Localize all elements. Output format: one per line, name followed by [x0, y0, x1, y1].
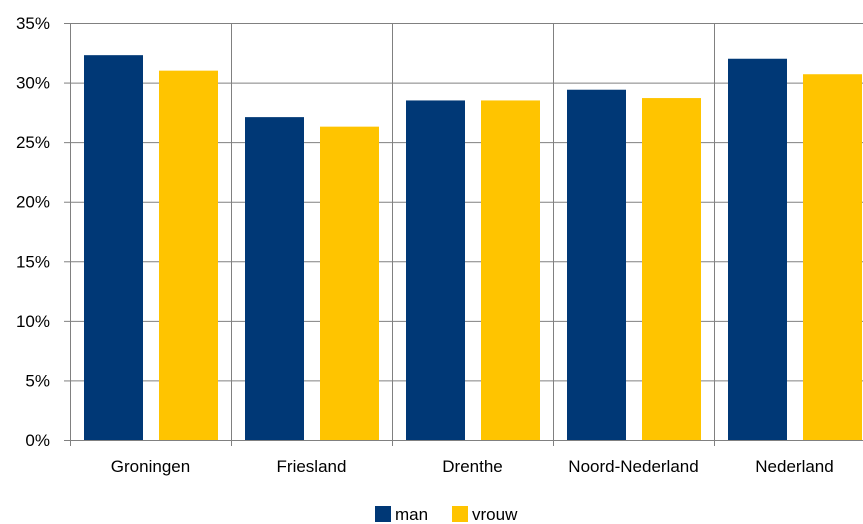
- x-tick-label: Friesland: [277, 457, 347, 476]
- y-tick-label: 35%: [16, 14, 50, 33]
- y-axis-tick-labels: 0% 5% 10% 15% 20% 25% 30% 35%: [16, 14, 50, 450]
- legend: man vrouw: [375, 505, 518, 524]
- y-tick-label: 15%: [16, 252, 50, 271]
- axes: [64, 23, 863, 446]
- bar-vrouw-Nederland: [803, 74, 862, 440]
- x-axis-tick-labels: Groningen Friesland Drenthe Noord-Nederland…: [111, 457, 834, 476]
- y-tick-label: 10%: [16, 312, 50, 331]
- y-tick-label: 0%: [25, 431, 50, 450]
- bars: [84, 55, 862, 441]
- legend-swatch-man: [375, 506, 391, 522]
- y-tick-label: 20%: [16, 193, 50, 212]
- y-tick-label: 30%: [16, 74, 50, 93]
- bar-man-Noord-Nederland: [567, 89, 626, 440]
- bar-man-Friesland: [245, 117, 304, 440]
- x-tick-label: Nederland: [755, 457, 833, 476]
- x-tick-label: Groningen: [111, 457, 190, 476]
- y-tick-label: 25%: [16, 133, 50, 152]
- x-tick-label: Noord-Nederland: [568, 457, 698, 476]
- bar-vrouw-Groningen: [159, 70, 218, 441]
- y-tick-label: 5%: [25, 371, 50, 390]
- legend-swatch-vrouw: [452, 506, 468, 522]
- legend-label-man: man: [395, 505, 428, 524]
- bar-man-Drenthe: [406, 100, 465, 440]
- bar-vrouw-Friesland: [320, 126, 379, 440]
- bar-man-Groningen: [84, 55, 143, 440]
- bar-man-Nederland: [728, 58, 787, 440]
- legend-label-vrouw: vrouw: [472, 505, 518, 524]
- x-tick-label: Drenthe: [442, 457, 502, 476]
- bar-vrouw-Drenthe: [481, 100, 540, 440]
- bar-vrouw-Noord-Nederland: [642, 98, 701, 440]
